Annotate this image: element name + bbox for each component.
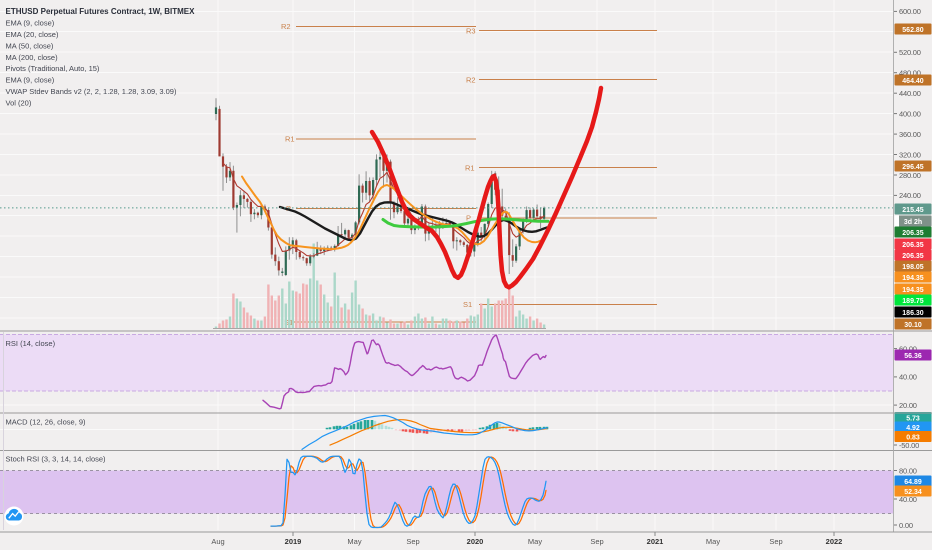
svg-text:May: May <box>347 537 361 546</box>
svg-text:189.75: 189.75 <box>902 298 924 305</box>
svg-text:240.00: 240.00 <box>899 191 921 200</box>
svg-text:EMA (9, close): EMA (9, close) <box>6 76 55 85</box>
svg-text:Aug: Aug <box>211 537 224 546</box>
svg-text:4.92: 4.92 <box>906 425 920 432</box>
svg-text:562.80: 562.80 <box>902 27 924 34</box>
svg-text:R2: R2 <box>466 75 476 84</box>
svg-text:Vol (20): Vol (20) <box>6 98 32 107</box>
svg-text:186.30: 186.30 <box>902 310 924 317</box>
svg-text:40.00: 40.00 <box>899 495 917 504</box>
svg-text:RSI (14, close): RSI (14, close) <box>6 339 56 348</box>
svg-text:194.35: 194.35 <box>902 275 924 282</box>
svg-text:215.45: 215.45 <box>902 207 924 214</box>
svg-text:MA (200, close): MA (200, close) <box>6 53 59 62</box>
svg-text:2019: 2019 <box>285 537 302 546</box>
svg-text:P: P <box>466 214 471 223</box>
svg-text:3d 2h: 3d 2h <box>904 219 922 226</box>
svg-text:600.00: 600.00 <box>899 7 921 16</box>
svg-text:R2: R2 <box>281 22 291 31</box>
svg-text:60.00: 60.00 <box>899 344 917 353</box>
svg-text:520.00: 520.00 <box>899 48 921 57</box>
svg-text:0.83: 0.83 <box>906 435 920 442</box>
svg-text:S1: S1 <box>463 300 472 309</box>
svg-text:Sep: Sep <box>590 537 603 546</box>
svg-text:Sep: Sep <box>769 537 782 546</box>
svg-text:EMA (9, close): EMA (9, close) <box>6 19 55 28</box>
svg-text:R3: R3 <box>466 26 476 35</box>
svg-text:206.35: 206.35 <box>902 242 924 249</box>
svg-text:80.00: 80.00 <box>899 466 917 475</box>
svg-text:64.89: 64.89 <box>904 479 922 486</box>
svg-text:0.00: 0.00 <box>899 521 913 530</box>
svg-text:May: May <box>528 537 542 546</box>
svg-text:194.35: 194.35 <box>902 287 924 294</box>
svg-text:440.00: 440.00 <box>899 89 921 98</box>
svg-text:Sep: Sep <box>406 537 419 546</box>
svg-text:2022: 2022 <box>826 537 843 546</box>
svg-text:MA (50, close): MA (50, close) <box>6 41 54 50</box>
svg-text:480.00: 480.00 <box>899 69 921 78</box>
svg-text:280.00: 280.00 <box>899 171 921 180</box>
svg-text:206.35: 206.35 <box>902 230 924 237</box>
svg-text:52.34: 52.34 <box>904 489 922 496</box>
svg-text:2020: 2020 <box>467 537 484 546</box>
svg-text:May: May <box>706 537 720 546</box>
svg-text:198.05: 198.05 <box>902 264 924 271</box>
svg-text:2021: 2021 <box>647 537 664 546</box>
svg-text:360.00: 360.00 <box>899 130 921 139</box>
svg-text:56.36: 56.36 <box>904 353 922 360</box>
svg-text:Pivots (Traditional, Auto, 15): Pivots (Traditional, Auto, 15) <box>6 64 100 73</box>
svg-text:30.10: 30.10 <box>904 322 922 329</box>
svg-text:464.40: 464.40 <box>902 78 924 85</box>
svg-text:R1: R1 <box>465 163 475 172</box>
svg-text:320.00: 320.00 <box>899 150 921 159</box>
svg-text:R1: R1 <box>285 135 295 144</box>
svg-text:EMA (20, close): EMA (20, close) <box>6 30 59 39</box>
svg-text:Stoch RSI (3, 3, 14, 14, close: Stoch RSI (3, 3, 14, 14, close) <box>6 455 107 464</box>
svg-text:5.73: 5.73 <box>906 416 920 423</box>
svg-text:-50.00: -50.00 <box>899 441 919 450</box>
svg-text:206.35: 206.35 <box>902 253 924 260</box>
svg-text:400.00: 400.00 <box>899 109 921 118</box>
svg-text:296.45: 296.45 <box>902 164 924 171</box>
svg-text:MACD (12, 26, close, 9): MACD (12, 26, close, 9) <box>6 418 87 427</box>
svg-text:40.00: 40.00 <box>899 373 917 382</box>
svg-text:ETHUSD Perpetual Futures Contr: ETHUSD Perpetual Futures Contract, 1W, B… <box>6 7 196 16</box>
svg-text:20.00: 20.00 <box>899 401 917 410</box>
svg-text:VWAP Stdev Bands v2 (2, 2, 1.2: VWAP Stdev Bands v2 (2, 2, 1.28, 1.28, 3… <box>6 87 177 96</box>
